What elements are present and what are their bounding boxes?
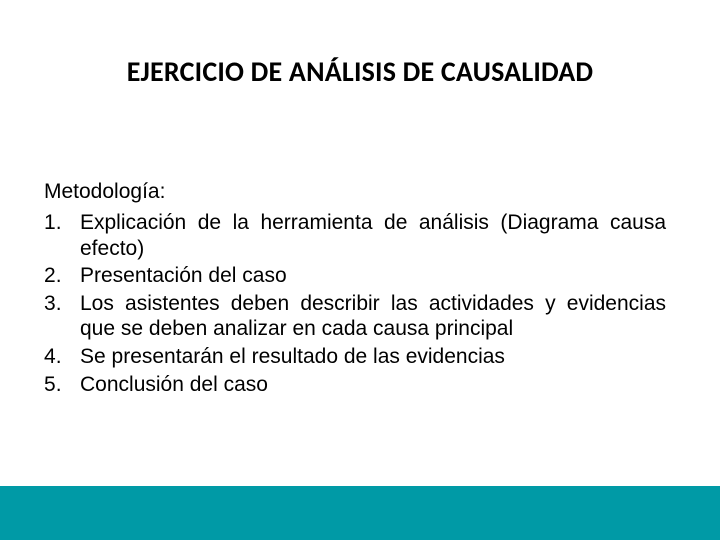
list-item: Se presentarán el resultado de las evide… [44,344,666,370]
methodology-list: Explicación de la herramienta de análisi… [44,210,666,397]
list-item: Los asistentes deben describir las activ… [44,291,666,342]
list-item: Conclusión del caso [44,372,666,398]
slide-title: EJERCICIO DE ANÁLISIS DE CAUSALIDAD [0,54,720,89]
slide: EJERCICIO DE ANÁLISIS DE CAUSALIDAD Meto… [0,0,720,540]
list-item: Presentación del caso [44,263,666,289]
list-item: Explicación de la herramienta de análisi… [44,210,666,261]
methodology-label: Metodología: [44,180,666,204]
slide-body: Metodología: Explicación de la herramien… [44,180,666,399]
footer-accent-bar [0,486,720,540]
